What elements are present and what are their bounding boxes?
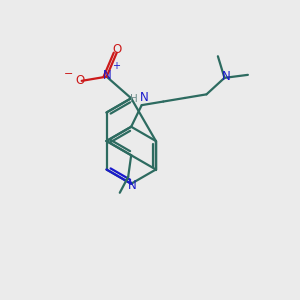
Text: O: O: [76, 74, 85, 87]
Text: −: −: [64, 69, 73, 79]
Text: H: H: [130, 94, 138, 103]
Text: N: N: [140, 91, 149, 104]
Text: N: N: [103, 69, 112, 82]
Text: N: N: [222, 70, 230, 83]
Text: +: +: [112, 61, 120, 71]
Text: N: N: [128, 179, 137, 192]
Text: O: O: [112, 43, 122, 56]
